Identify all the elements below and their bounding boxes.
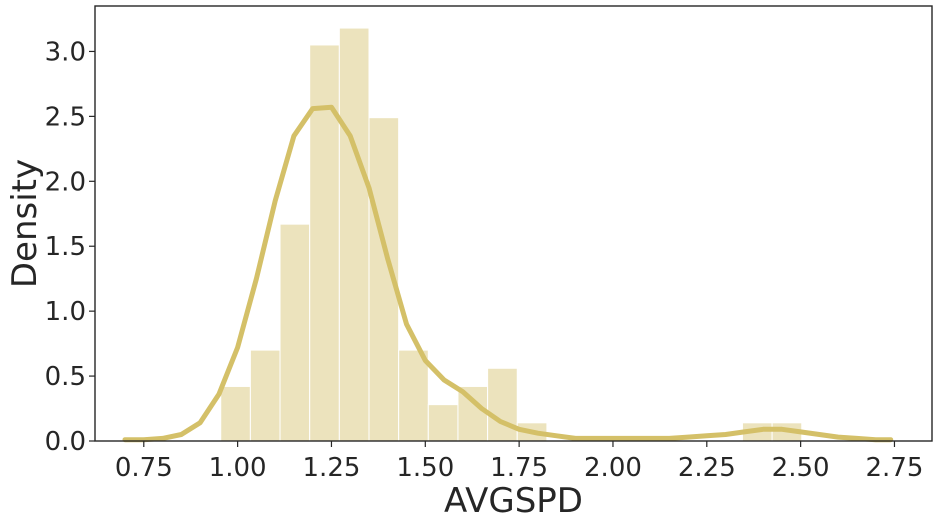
histogram-bars — [220, 27, 803, 442]
histogram-bar — [279, 223, 311, 442]
histogram-bar — [487, 367, 518, 442]
histogram-bar — [220, 385, 251, 442]
y-tick-label: 0.5 — [45, 362, 86, 392]
x-tick-label: 0.75 — [115, 453, 173, 483]
x-tick-label: 1.25 — [303, 453, 361, 483]
y-tick-label: 1.0 — [45, 297, 86, 327]
y-tick-label: 3.0 — [45, 37, 86, 67]
histogram-bar — [457, 385, 489, 442]
x-tick-label: 2.25 — [678, 453, 736, 483]
x-tick-label: 2.50 — [772, 453, 830, 483]
x-tick-label: 2.75 — [866, 453, 924, 483]
x-tick-label: 2.00 — [584, 453, 642, 483]
y-axis-ticks: 0.0 0.5 1.0 1.5 2.0 2.5 3.0 — [45, 37, 95, 457]
histogram-bar — [398, 349, 429, 442]
histogram-bar — [338, 27, 370, 442]
x-tick-label: 1.75 — [490, 453, 548, 483]
plot-frame — [94, 5, 933, 442]
x-tick-label: 1.00 — [209, 453, 267, 483]
y-axis-label: Density — [5, 159, 45, 288]
x-tick-label: 1.50 — [396, 453, 454, 483]
histogram-bar — [309, 44, 340, 442]
kde-curve — [122, 104, 894, 443]
y-tick-label: 2.0 — [45, 167, 86, 197]
y-tick-label: 1.5 — [45, 232, 86, 262]
y-tick-label: 0.0 — [45, 427, 86, 457]
x-axis-label: AVGSPD — [444, 481, 583, 521]
y-tick-label: 2.5 — [45, 102, 86, 132]
x-axis-ticks: 0.75 1.00 1.25 1.50 1.75 2.00 2.25 2.50 2.75 — [115, 441, 924, 483]
histogram-bar — [249, 349, 281, 442]
histogram-bar — [427, 404, 459, 442]
